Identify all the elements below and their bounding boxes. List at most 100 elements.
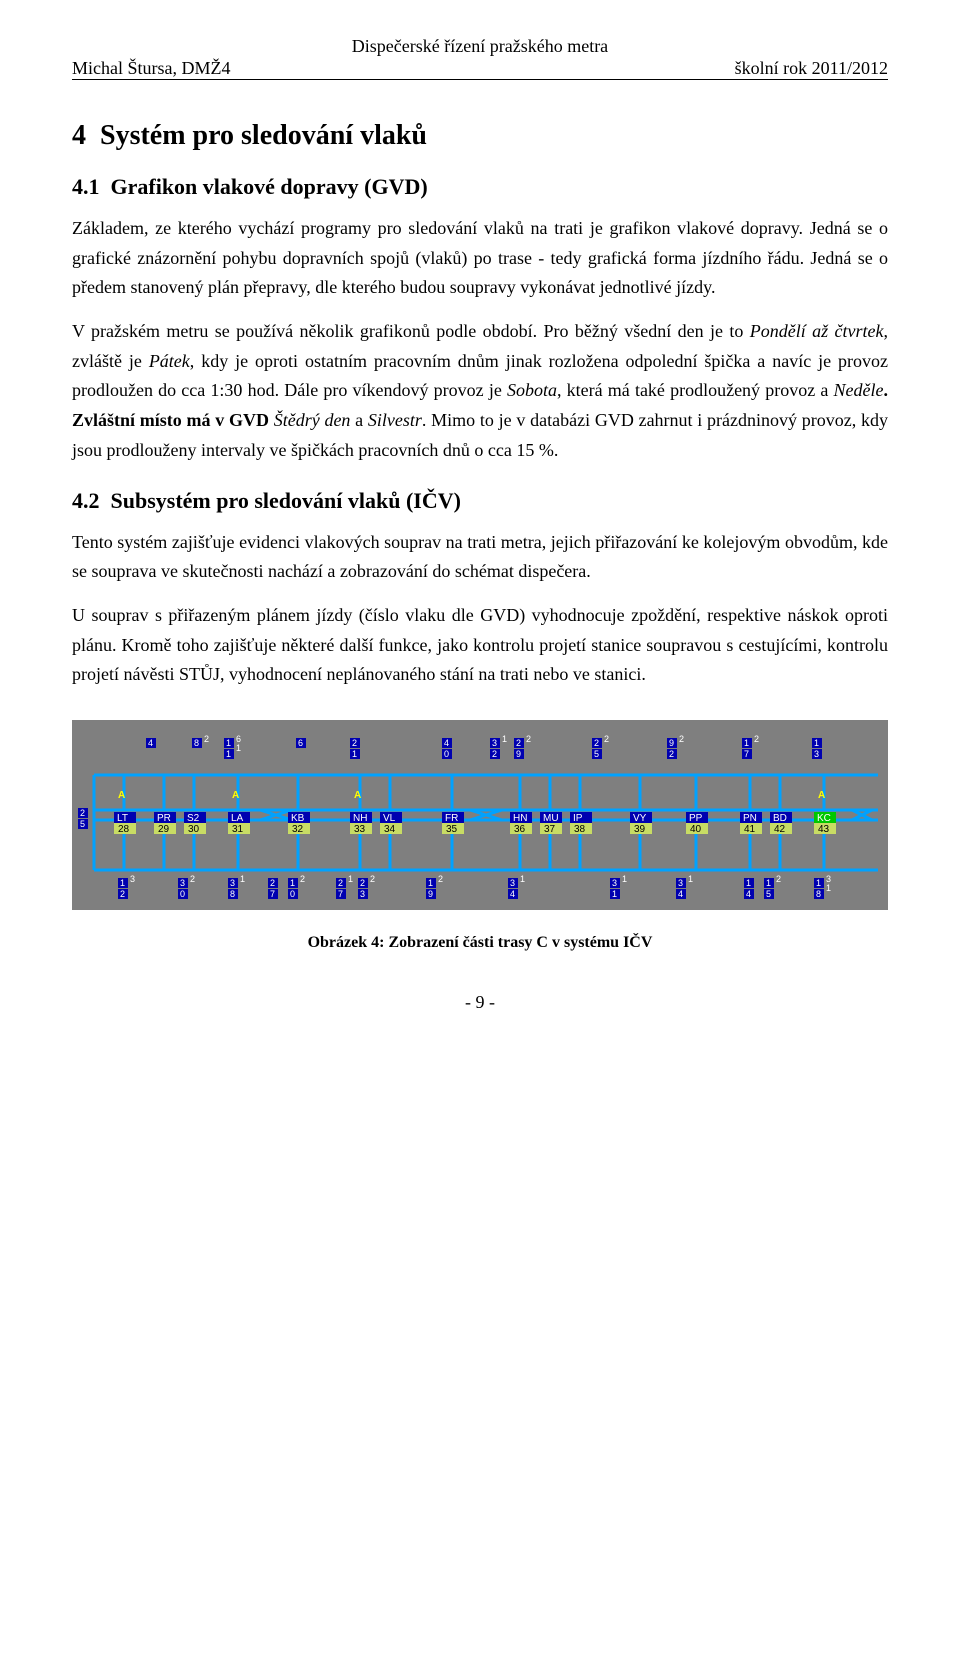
svg-text:33: 33 [354, 824, 366, 835]
figure-caption: Obrázek 4: Zobrazení části trasy C v sys… [72, 934, 888, 952]
section-heading: 4 Systém pro sledování vlaků [72, 120, 888, 152]
svg-text:8: 8 [194, 738, 199, 748]
header-center: Dispečerské řízení pražského metra [72, 36, 888, 57]
svg-text:2: 2 [679, 734, 684, 744]
svg-text:2: 2 [338, 878, 343, 888]
svg-text:A: A [232, 790, 239, 801]
svg-text:4: 4 [148, 738, 153, 748]
svg-text:1: 1 [744, 738, 749, 748]
svg-text:PN: PN [743, 813, 757, 824]
svg-text:3: 3 [510, 878, 515, 888]
svg-text:1: 1 [746, 878, 751, 888]
svg-text:1: 1 [814, 738, 819, 748]
section-title: Systém pro sledování vlaků [100, 120, 427, 151]
svg-text:1: 1 [826, 883, 831, 893]
svg-text:1: 1 [766, 878, 771, 888]
svg-text:2: 2 [300, 874, 305, 884]
svg-text:5: 5 [766, 889, 771, 899]
svg-text:42: 42 [774, 824, 786, 835]
svg-text:1: 1 [352, 749, 357, 759]
svg-text:1: 1 [502, 734, 507, 744]
svg-text:VY: VY [633, 813, 647, 824]
svg-text:1: 1 [120, 878, 125, 888]
svg-text:7: 7 [338, 889, 343, 899]
svg-text:41: 41 [744, 824, 756, 835]
svg-text:7: 7 [744, 749, 749, 759]
svg-text:3: 3 [492, 738, 497, 748]
day-friday: Pátek [149, 351, 190, 371]
svg-text:HN: HN [513, 813, 527, 824]
svg-text:1: 1 [816, 878, 821, 888]
svg-text:9: 9 [516, 749, 521, 759]
svg-text:36: 36 [514, 824, 526, 835]
svg-text:1: 1 [226, 738, 231, 748]
svg-text:3: 3 [360, 889, 365, 899]
page-number: - 9 - [72, 992, 888, 1013]
svg-text:8: 8 [816, 889, 821, 899]
svg-text:1: 1 [622, 874, 627, 884]
svg-text:28: 28 [118, 824, 130, 835]
svg-text:MU: MU [543, 813, 559, 824]
section-number: 4 [72, 120, 86, 151]
svg-text:2: 2 [516, 738, 521, 748]
svg-text:4: 4 [510, 889, 515, 899]
svg-text:2: 2 [270, 878, 275, 888]
svg-text:38: 38 [574, 824, 586, 835]
svg-text:1: 1 [348, 874, 353, 884]
svg-text:1: 1 [428, 878, 433, 888]
svg-text:0: 0 [444, 749, 449, 759]
paragraph-4: U souprav s přiřazeným plánem jízdy (čís… [72, 601, 888, 690]
subsection-heading-2: 4.2 Subsystém pro sledování vlaků (IČV) [72, 488, 888, 514]
subsection-number: 4.1 [72, 174, 100, 199]
svg-text:2: 2 [120, 889, 125, 899]
svg-text:4: 4 [678, 889, 683, 899]
svg-text:LT: LT [117, 813, 128, 824]
svg-text:3: 3 [612, 878, 617, 888]
svg-text:0: 0 [180, 889, 185, 899]
svg-text:2: 2 [204, 734, 209, 744]
subsection-title: Subsystém pro sledování vlaků (IČV) [111, 488, 461, 513]
svg-text:3: 3 [230, 878, 235, 888]
svg-text:2: 2 [594, 738, 599, 748]
svg-text:35: 35 [446, 824, 458, 835]
paragraph-2: V pražském metru se používá několik graf… [72, 317, 888, 465]
day-silvestr: Silvestr [368, 410, 422, 430]
svg-text:IP: IP [573, 813, 583, 824]
svg-text:3: 3 [814, 749, 819, 759]
subsection-title: Grafikon vlakové dopravy (GVD) [111, 174, 428, 199]
svg-text:6: 6 [298, 738, 303, 748]
svg-text:2: 2 [438, 874, 443, 884]
subsection-number: 4.2 [72, 488, 100, 513]
header-left: Michal Štursa, DMŽ4 [72, 58, 230, 79]
svg-text:1: 1 [688, 874, 693, 884]
header-right: školní rok 2011/2012 [735, 58, 888, 79]
subsection-heading-1: 4.1 Grafikon vlakové dopravy (GVD) [72, 174, 888, 200]
svg-text:2: 2 [370, 874, 375, 884]
svg-text:A: A [818, 790, 825, 801]
track-diagram: ALT28PR29S230ALA31KB32ANH33VL34FR35HN36M… [72, 720, 888, 910]
svg-text:FR: FR [445, 813, 458, 824]
svg-text:2: 2 [526, 734, 531, 744]
paragraph-1: Základem, ze kterého vychází programy pr… [72, 214, 888, 303]
svg-text:1: 1 [236, 743, 241, 753]
svg-text:4: 4 [444, 738, 449, 748]
page-header: Dispečerské řízení pražského metra Micha… [72, 36, 888, 80]
svg-text:LA: LA [231, 813, 244, 824]
svg-text:5: 5 [594, 749, 599, 759]
svg-text:43: 43 [818, 824, 830, 835]
svg-text:BD: BD [773, 813, 787, 824]
svg-text:3: 3 [678, 878, 683, 888]
day-xmas: Štědrý den [274, 410, 351, 430]
svg-text:PR: PR [157, 813, 171, 824]
svg-text:1: 1 [612, 889, 617, 899]
svg-text:8: 8 [230, 889, 235, 899]
svg-text:4: 4 [746, 889, 751, 899]
svg-text:32: 32 [292, 824, 304, 835]
svg-text:A: A [118, 790, 125, 801]
svg-text:37: 37 [544, 824, 556, 835]
svg-text:3: 3 [130, 874, 135, 884]
svg-text:KC: KC [817, 813, 831, 824]
svg-text:7: 7 [270, 889, 275, 899]
svg-text:29: 29 [158, 824, 170, 835]
svg-text:5: 5 [80, 819, 85, 829]
